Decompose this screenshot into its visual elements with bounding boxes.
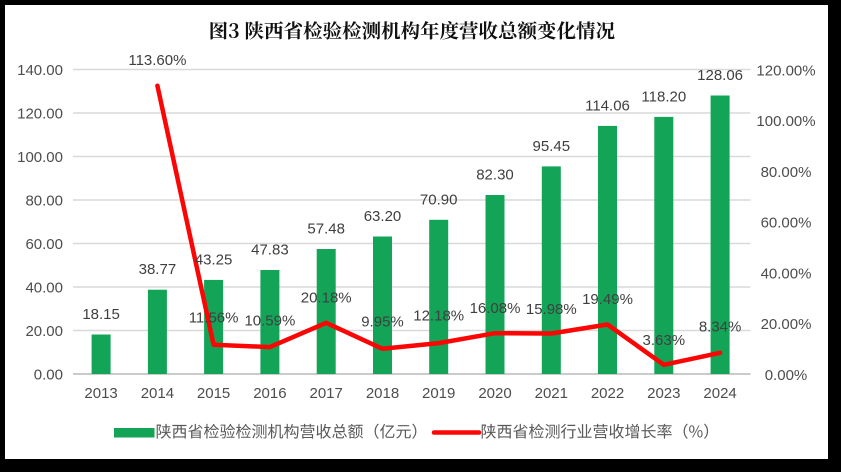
svg-text:2024: 2024	[703, 385, 736, 402]
svg-text:0.00: 0.00	[34, 366, 63, 383]
svg-text:114.06: 114.06	[585, 97, 630, 114]
svg-text:95.45: 95.45	[533, 138, 571, 155]
svg-text:113.60%: 113.60%	[128, 52, 186, 69]
svg-text:20.00: 20.00	[25, 323, 63, 340]
svg-text:2014: 2014	[141, 385, 174, 402]
svg-text:2013: 2013	[84, 385, 117, 402]
svg-text:12.18%: 12.18%	[413, 308, 464, 325]
svg-text:20.18%: 20.18%	[301, 290, 352, 307]
svg-text:2019: 2019	[422, 385, 455, 402]
svg-text:80.00%: 80.00%	[761, 164, 812, 181]
svg-text:80.00: 80.00	[25, 192, 63, 209]
svg-text:100.00: 100.00	[17, 149, 63, 166]
svg-text:38.77: 38.77	[139, 261, 177, 278]
svg-text:40.00: 40.00	[25, 279, 63, 296]
svg-text:70.90: 70.90	[420, 191, 458, 208]
svg-text:16.08%: 16.08%	[470, 300, 521, 317]
svg-text:20.00%: 20.00%	[761, 316, 812, 333]
svg-text:18.15: 18.15	[82, 306, 120, 323]
svg-text:47.83: 47.83	[251, 242, 289, 259]
svg-text:63.20: 63.20	[364, 208, 402, 225]
svg-text:11.56%: 11.56%	[189, 310, 239, 327]
svg-text:2015: 2015	[197, 385, 230, 402]
svg-text:57.48: 57.48	[307, 221, 345, 238]
svg-text:2016: 2016	[253, 385, 286, 402]
svg-text:2021: 2021	[535, 385, 568, 402]
svg-text:60.00: 60.00	[25, 236, 63, 253]
svg-text:0.00%: 0.00%	[765, 367, 808, 384]
svg-text:118.20: 118.20	[641, 88, 686, 105]
svg-text:8.34%: 8.34%	[699, 319, 742, 336]
svg-text:2018: 2018	[366, 385, 399, 402]
svg-text:2022: 2022	[591, 385, 624, 402]
svg-text:100.00%: 100.00%	[756, 113, 815, 130]
svg-text:128.06: 128.06	[697, 67, 743, 84]
svg-text:19.49%: 19.49%	[582, 291, 633, 308]
svg-text:2023: 2023	[647, 385, 680, 402]
svg-text:43.25: 43.25	[195, 251, 233, 268]
svg-text:140.00: 140.00	[17, 62, 63, 79]
svg-text:15.98%: 15.98%	[526, 301, 577, 318]
svg-text:3.63%: 3.63%	[643, 332, 686, 349]
svg-text:9.95%: 9.95%	[361, 313, 404, 330]
svg-text:40.00%: 40.00%	[761, 265, 812, 282]
svg-text:2020: 2020	[478, 385, 511, 402]
svg-text:60.00%: 60.00%	[761, 215, 812, 232]
svg-text:82.30: 82.30	[476, 167, 514, 184]
svg-text:120.00%: 120.00%	[756, 62, 815, 79]
svg-text:120.00: 120.00	[17, 105, 63, 122]
svg-text:2017: 2017	[310, 385, 343, 402]
svg-text:10.59%: 10.59%	[244, 312, 295, 329]
